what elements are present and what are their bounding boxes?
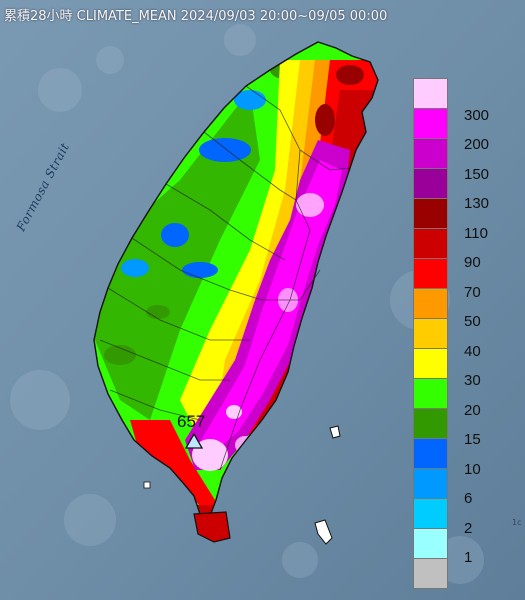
legend-swatch (413, 258, 448, 288)
south-cape (193, 511, 231, 543)
legend-swatch (413, 498, 448, 528)
max-station-value: 657 (177, 412, 206, 431)
legend-swatch (413, 558, 448, 589)
legend-label: 70 (464, 283, 481, 301)
legend-label: 200 (464, 136, 490, 154)
legend-label: 110 (464, 224, 488, 242)
legend-swatch (413, 108, 448, 138)
legend-label: 10 (464, 460, 481, 478)
legend-swatch (413, 138, 448, 168)
legend-swatch (413, 78, 448, 108)
triangle-icon (184, 432, 204, 449)
legend-swatch (413, 468, 448, 498)
legend-label: 1 (464, 549, 473, 567)
legend-swatch (413, 528, 448, 558)
green-island (329, 425, 341, 439)
legend-swatch (413, 168, 448, 198)
legend-label: 90 (464, 254, 481, 272)
legend-label: 15 (464, 431, 481, 449)
lanyu-island (314, 519, 333, 545)
legend-label: 30 (464, 372, 481, 390)
legend-swatch (413, 408, 448, 438)
legend-swatch (413, 438, 448, 468)
legend-swatch (413, 228, 448, 258)
legend-label: 6 (464, 490, 473, 508)
map-title: 累積28小時 CLIMATE_MEAN 2024/09/03 20:00~09/… (4, 9, 388, 24)
legend-swatch (413, 198, 448, 228)
legend-swatch (413, 378, 448, 408)
legend-label: 50 (464, 313, 481, 331)
legend-label: 130 (464, 195, 490, 213)
county-boundaries (99, 85, 351, 471)
legend-label: 300 (464, 106, 490, 124)
legend-swatch (413, 318, 448, 348)
color-legend (413, 78, 448, 589)
legend-swatch (413, 348, 448, 378)
legend-label: 2 (464, 519, 473, 537)
legend-label: 150 (464, 165, 490, 183)
corner-text: 1c (512, 518, 522, 527)
legend-label: 20 (464, 401, 481, 419)
legend-swatch (413, 288, 448, 318)
legend-label: 40 (464, 342, 481, 360)
